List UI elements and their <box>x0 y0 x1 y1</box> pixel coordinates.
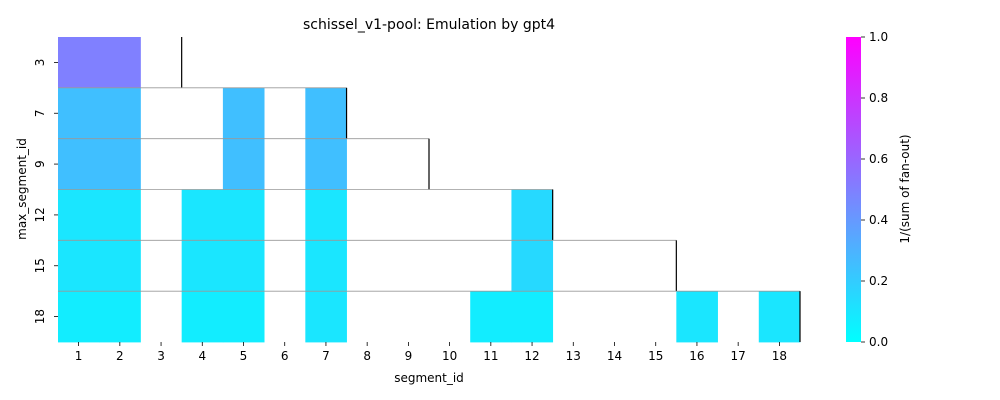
heatmap-cell <box>58 291 100 343</box>
y-tick-label: 18 <box>33 309 47 324</box>
heatmap-cell <box>511 240 554 292</box>
heatmap-cell <box>511 291 554 343</box>
y-tick-label: 3 <box>33 59 47 67</box>
x-axis-ticks: 1 2 3 4 5 6 7 8 9 10 11 12 13 14 15 16 17 18 <box>75 342 787 363</box>
heatmap-cell <box>58 240 100 292</box>
heatmap-cell <box>222 240 265 292</box>
x-tick-label: 3 <box>157 349 165 363</box>
heatmap-cell <box>181 291 224 343</box>
heatmap-cell <box>222 138 265 190</box>
heatmap-cell <box>181 189 224 241</box>
colorbar-tick-label: 1.0 <box>869 30 888 44</box>
colorbar-label: 1/(sum of fan-out) <box>898 134 912 243</box>
y-tick-label: 12 <box>33 207 47 222</box>
heatmap-cell <box>99 291 141 343</box>
heatmap-cell <box>222 189 265 241</box>
heatmap-cell <box>305 291 347 343</box>
x-tick-label: 2 <box>116 349 124 363</box>
x-tick-label: 7 <box>322 349 330 363</box>
x-tick-label: 9 <box>405 349 413 363</box>
heatmap-cell <box>58 189 100 241</box>
colorbar-ticks: 0.0 0.2 0.4 0.6 0.8 1.0 <box>861 30 888 349</box>
x-tick-label: 12 <box>524 349 539 363</box>
heatmap-cell <box>511 189 554 241</box>
heatmap-cell <box>181 240 224 292</box>
heatmap-cell <box>676 291 718 343</box>
x-tick-label: 18 <box>772 349 787 363</box>
heatmap-cell <box>99 189 141 241</box>
x-axis-label: segment_id <box>394 371 464 385</box>
heatmap-cell <box>99 138 141 190</box>
x-tick-label: 1 <box>75 349 83 363</box>
boundary-markers <box>58 37 801 342</box>
heatmap-cell <box>58 37 100 89</box>
x-tick-label: 8 <box>363 349 371 363</box>
x-tick-label: 16 <box>689 349 704 363</box>
heatmap-cell <box>99 37 141 89</box>
heatmap-cell <box>99 240 141 292</box>
x-tick-label: 17 <box>731 349 746 363</box>
colorbar-tick-label: 0.2 <box>869 274 888 288</box>
heatmap-cell <box>470 291 512 343</box>
heatmap-cell <box>305 240 347 292</box>
y-tick-label: 15 <box>33 258 47 273</box>
colorbar <box>846 37 861 342</box>
x-tick-label: 11 <box>483 349 498 363</box>
y-tick-label: 7 <box>33 109 47 117</box>
x-tick-label: 13 <box>566 349 581 363</box>
x-tick-label: 14 <box>607 349 622 363</box>
heatmap-cell <box>58 87 100 140</box>
heatmap-cells <box>58 37 801 343</box>
heatmap-cell <box>305 87 347 140</box>
colorbar-tick-label: 0.4 <box>869 213 888 227</box>
heatmap-cell <box>305 138 347 190</box>
y-axis-label: max_segment_id <box>15 138 29 240</box>
heatmap-cell <box>305 189 347 241</box>
chart-title: schissel_v1-pool: Emulation by gpt4 <box>303 17 555 33</box>
colorbar-tick-label: 0.6 <box>869 152 888 166</box>
x-tick-label: 4 <box>198 349 206 363</box>
colorbar-tick-label: 0.8 <box>869 91 888 105</box>
heatmap-cell <box>758 291 801 343</box>
y-tick-label: 9 <box>33 160 47 168</box>
heatmap-cell <box>58 138 100 190</box>
heatmap-cell <box>99 87 141 140</box>
colorbar-tick-label: 0.0 <box>869 335 888 349</box>
y-axis-ticks: 3 7 9 12 15 18 <box>33 59 58 324</box>
heatmap-cell <box>222 87 265 140</box>
heatmap-cell <box>222 291 265 343</box>
x-tick-label: 6 <box>281 349 289 363</box>
x-tick-label: 5 <box>240 349 248 363</box>
x-tick-label: 10 <box>442 349 457 363</box>
x-tick-label: 15 <box>648 349 663 363</box>
